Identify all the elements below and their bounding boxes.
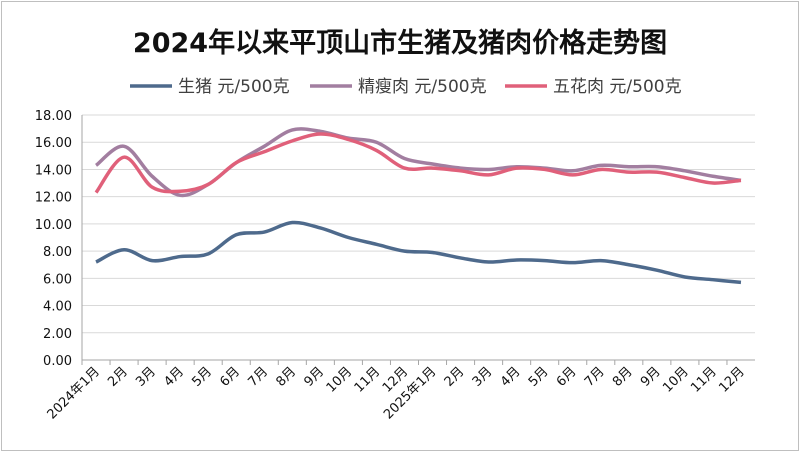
legend-label: 精瘦肉 元/500克 xyxy=(358,77,487,97)
y-tick-label: 0.00 xyxy=(43,354,72,369)
y-tick-label: 8.00 xyxy=(43,245,72,260)
series-line xyxy=(94,132,742,194)
y-tick-label: 14.00 xyxy=(35,163,72,178)
series-line xyxy=(95,220,742,285)
chart-title: 2024年以来平顶山市生猪及猪肉价格走势图 xyxy=(133,27,667,59)
legend-label: 生猪 元/500克 xyxy=(178,77,290,97)
legend-label: 五花肉 元/500克 xyxy=(553,77,682,97)
y-tick-label: 12.00 xyxy=(35,191,72,206)
y-tick-label: 16.00 xyxy=(35,136,72,151)
y-tick-label: 6.00 xyxy=(43,272,72,287)
y-tick-label: 4.00 xyxy=(43,300,72,315)
y-tick-label: 18.00 xyxy=(35,109,72,124)
y-tick-label: 2.00 xyxy=(43,327,72,342)
y-tick-label: 10.00 xyxy=(35,218,72,233)
